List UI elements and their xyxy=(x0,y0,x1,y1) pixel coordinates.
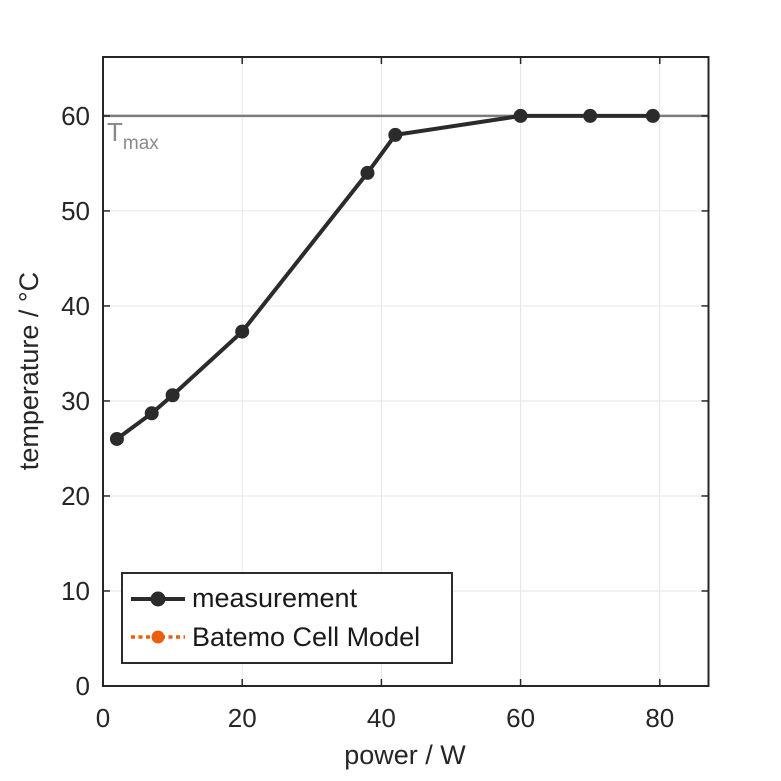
model-dotted-line-sample-icon xyxy=(131,630,185,644)
y-tick-label-60: 60 xyxy=(61,101,90,131)
legend-label-measurement: measurement xyxy=(192,583,358,614)
x-tick-label-40: 40 xyxy=(367,703,396,733)
legend: measurement Batemo Cell Model xyxy=(121,572,453,664)
tick-marks xyxy=(102,57,709,687)
tmax-annotation-base: T xyxy=(107,117,123,147)
x-tick-label-80: 80 xyxy=(645,703,674,733)
x-tick-label-20: 20 xyxy=(228,703,257,733)
measurement-line-sample-icon xyxy=(131,591,185,607)
x-tick-label-60: 60 xyxy=(506,703,535,733)
x-axis-label: power / W xyxy=(344,740,466,770)
y-tick-label-40: 40 xyxy=(61,291,90,321)
y-tick-label-20: 20 xyxy=(61,481,90,511)
y-tick-label-0: 0 xyxy=(76,671,90,701)
legend-item-batemo-cell-model: Batemo Cell Model xyxy=(130,621,451,652)
axes-box xyxy=(102,56,710,687)
y-tick-label-10: 10 xyxy=(61,576,90,606)
y-tick-label-30: 30 xyxy=(61,386,90,416)
legend-label-batemo-cell-model: Batemo Cell Model xyxy=(192,621,421,652)
data-series xyxy=(109,108,660,446)
legend-item-measurement: measurement xyxy=(130,585,451,612)
y-axis-label: temperature / °C xyxy=(14,272,44,470)
series-measurement xyxy=(109,108,660,446)
x-tick-label-0: 0 xyxy=(96,703,110,733)
tmax-annotation-subscript: max xyxy=(123,133,159,154)
tick-labels: 0 20 40 60 80 0 10 20 30 40 50 60 xyxy=(61,101,674,733)
y-tick-label-50: 50 xyxy=(61,196,90,226)
tmax-annotation: Tmax xyxy=(107,117,159,154)
